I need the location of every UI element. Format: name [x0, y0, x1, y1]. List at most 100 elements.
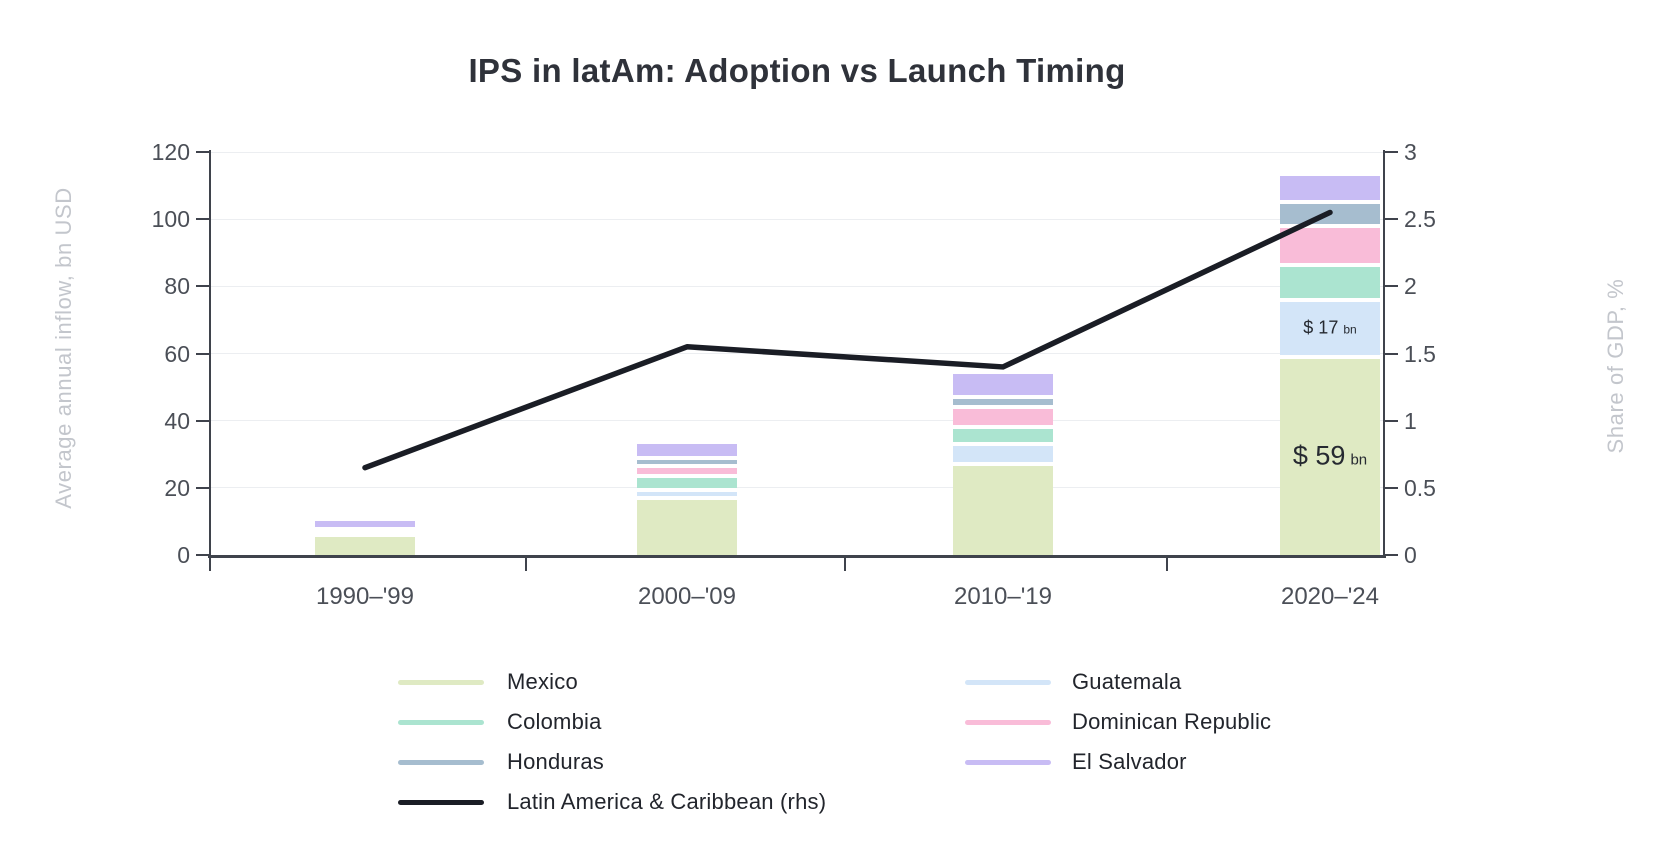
legend-label: El Salvador — [1072, 749, 1187, 774]
legend-label: Honduras — [507, 749, 604, 774]
annotation-unit: bn — [1350, 451, 1368, 469]
bar-segment-colombia — [953, 427, 1053, 445]
bar-segment-mexico — [315, 534, 415, 555]
x-axis-category-label: 1990–'99 — [315, 583, 414, 610]
y-axis-left-tick — [196, 151, 209, 153]
bar-segment-colombia — [637, 476, 737, 490]
legend-label: Latin America & Caribbean (rhs) — [507, 789, 827, 814]
legend-item-guatemala: Guatemala — [965, 662, 1665, 702]
y-axis-right-tick — [1385, 352, 1398, 355]
y-axis-left-tick-label: 120 — [151, 139, 190, 165]
y-axis-left-tick — [196, 554, 209, 556]
y-axis-left-tick-label: 0 — [177, 542, 190, 568]
annotation-value: $ 17 — [1303, 317, 1339, 338]
gridline — [210, 218, 1384, 220]
bar-segment-el-salvador — [637, 444, 737, 458]
y-axis-left-tick — [196, 285, 209, 288]
gridline — [210, 487, 1384, 489]
legend-line-swatch — [398, 799, 484, 805]
y-axis-right-tick — [1385, 151, 1398, 153]
bar-segment-dominican-republic — [1280, 225, 1380, 265]
gridline — [210, 151, 1384, 153]
y-axis-left-tick — [196, 352, 209, 355]
y-axis-left-tick — [196, 419, 209, 422]
bar-segment-mexico — [637, 497, 737, 555]
y-axis-right-tick-label: 1.5 — [1404, 340, 1436, 367]
x-axis-tick — [844, 557, 846, 571]
bar-segment-el-salvador — [1280, 175, 1380, 203]
legend-label: Guatemala — [1072, 669, 1182, 694]
gridline — [210, 285, 1384, 287]
x-axis-tick — [209, 557, 211, 571]
y-axis-right-tick-label: 0 — [1404, 542, 1417, 568]
legend-color-swatch — [965, 759, 1051, 765]
bar-segment-separator — [1280, 262, 1380, 267]
y-axis-left-tick-label: 40 — [164, 407, 190, 434]
bar-annotation: $ 17 bn — [1303, 318, 1356, 339]
legend-label: Dominican Republic — [1072, 709, 1272, 734]
bar-segment-colombia — [1280, 264, 1380, 300]
x-axis-tick — [525, 557, 527, 571]
legend-label: Colombia — [507, 709, 602, 734]
gridline — [210, 420, 1384, 422]
left-axis-title: Average annual inflow, bn USD — [51, 187, 76, 509]
y-axis-left-tick-label: 80 — [164, 273, 190, 300]
y-axis-left-tick-label: 100 — [151, 206, 190, 233]
legend-item-honduras: Honduras — [398, 742, 1098, 782]
legend-item-dominican-republic: Dominican Republic — [965, 702, 1665, 742]
y-axis-right-tick-label: 0.5 — [1404, 474, 1436, 501]
bar-segment-separator — [637, 455, 737, 460]
y-axis-right-tick — [1385, 419, 1398, 422]
legend-color-swatch — [398, 719, 484, 725]
y-axis-left-tick — [196, 486, 209, 489]
bar-segment-separator — [1280, 297, 1380, 302]
legend-color-swatch — [398, 679, 484, 685]
bar-annotation: $ 59 bn — [1293, 440, 1367, 471]
y-axis-right-tick-label: 2.5 — [1404, 206, 1436, 233]
y-axis-right-tick-label: 1 — [1404, 407, 1417, 434]
legend-item-latin-america-caribbean-rhs-: Latin America & Caribbean (rhs) — [398, 782, 1098, 822]
bar-segment-guatemala — [953, 444, 1053, 465]
bar-segment-el-salvador — [315, 520, 415, 530]
y-axis-right-tick — [1385, 285, 1398, 288]
trend-line-latin-america-caribbean — [362, 209, 1333, 471]
right-axis-title: Share of GDP, % — [1603, 278, 1628, 454]
bar-segment-separator — [637, 487, 737, 492]
annotation-value: $ 59 — [1292, 440, 1346, 471]
bar-segment-honduras — [637, 457, 737, 466]
plot-area: $ 17 bn $ 59 bn — [210, 151, 1384, 555]
bar-segment-separator — [953, 442, 1053, 447]
bar-segment-separator — [953, 462, 1053, 467]
bar-segment-el-salvador — [953, 373, 1053, 398]
bar-segment-guatemala — [1280, 299, 1380, 357]
bar-segment-separator — [637, 464, 737, 468]
bar-segment-separator — [1280, 354, 1380, 359]
x-axis-category-label: 2000–'09 — [637, 583, 736, 610]
bar-segment-separator — [1280, 200, 1380, 205]
x-axis-category-label: 2020–'24 — [1280, 583, 1379, 610]
bar-segment-guatemala — [637, 489, 737, 498]
chart-title: IPS in latAm: Adoption vs Launch Timing — [468, 52, 1126, 89]
y-axis-right-tick — [1385, 486, 1398, 489]
x-axis-tick — [1165, 557, 1168, 571]
chart-legend: Mexico Colombia Honduras Latin America & Ca… — [0, 662, 1680, 842]
bar-segment-separator — [637, 495, 737, 500]
bar-segment-separator — [953, 425, 1053, 430]
bar-segment-separator — [315, 527, 415, 532]
x-axis — [208, 555, 1386, 558]
bar-segment-honduras — [953, 397, 1053, 408]
bar-segment-mexico — [1280, 356, 1380, 555]
y-axis-left-tick-label: 60 — [164, 340, 190, 367]
annotation-unit: bn — [1343, 322, 1357, 337]
bar-segment-dominican-republic — [637, 466, 737, 477]
y-axis-right-tick-label: 2 — [1404, 273, 1417, 300]
legend-item-mexico: Mexico — [398, 662, 1098, 702]
legend-item-colombia: Colombia — [398, 702, 1098, 742]
bar-segment-separator — [953, 395, 1053, 400]
y-axis-left-tick-label: 20 — [164, 474, 190, 501]
legend-color-swatch — [398, 759, 484, 765]
x-axis-category-label: 2010–'19 — [953, 583, 1052, 610]
bar-segment-separator — [953, 405, 1053, 410]
y-axis-right-tick — [1385, 554, 1398, 556]
